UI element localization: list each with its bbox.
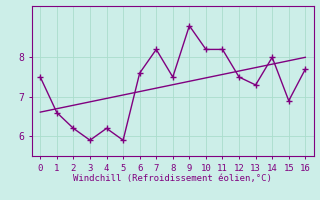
X-axis label: Windchill (Refroidissement éolien,°C): Windchill (Refroidissement éolien,°C) [73,174,272,183]
